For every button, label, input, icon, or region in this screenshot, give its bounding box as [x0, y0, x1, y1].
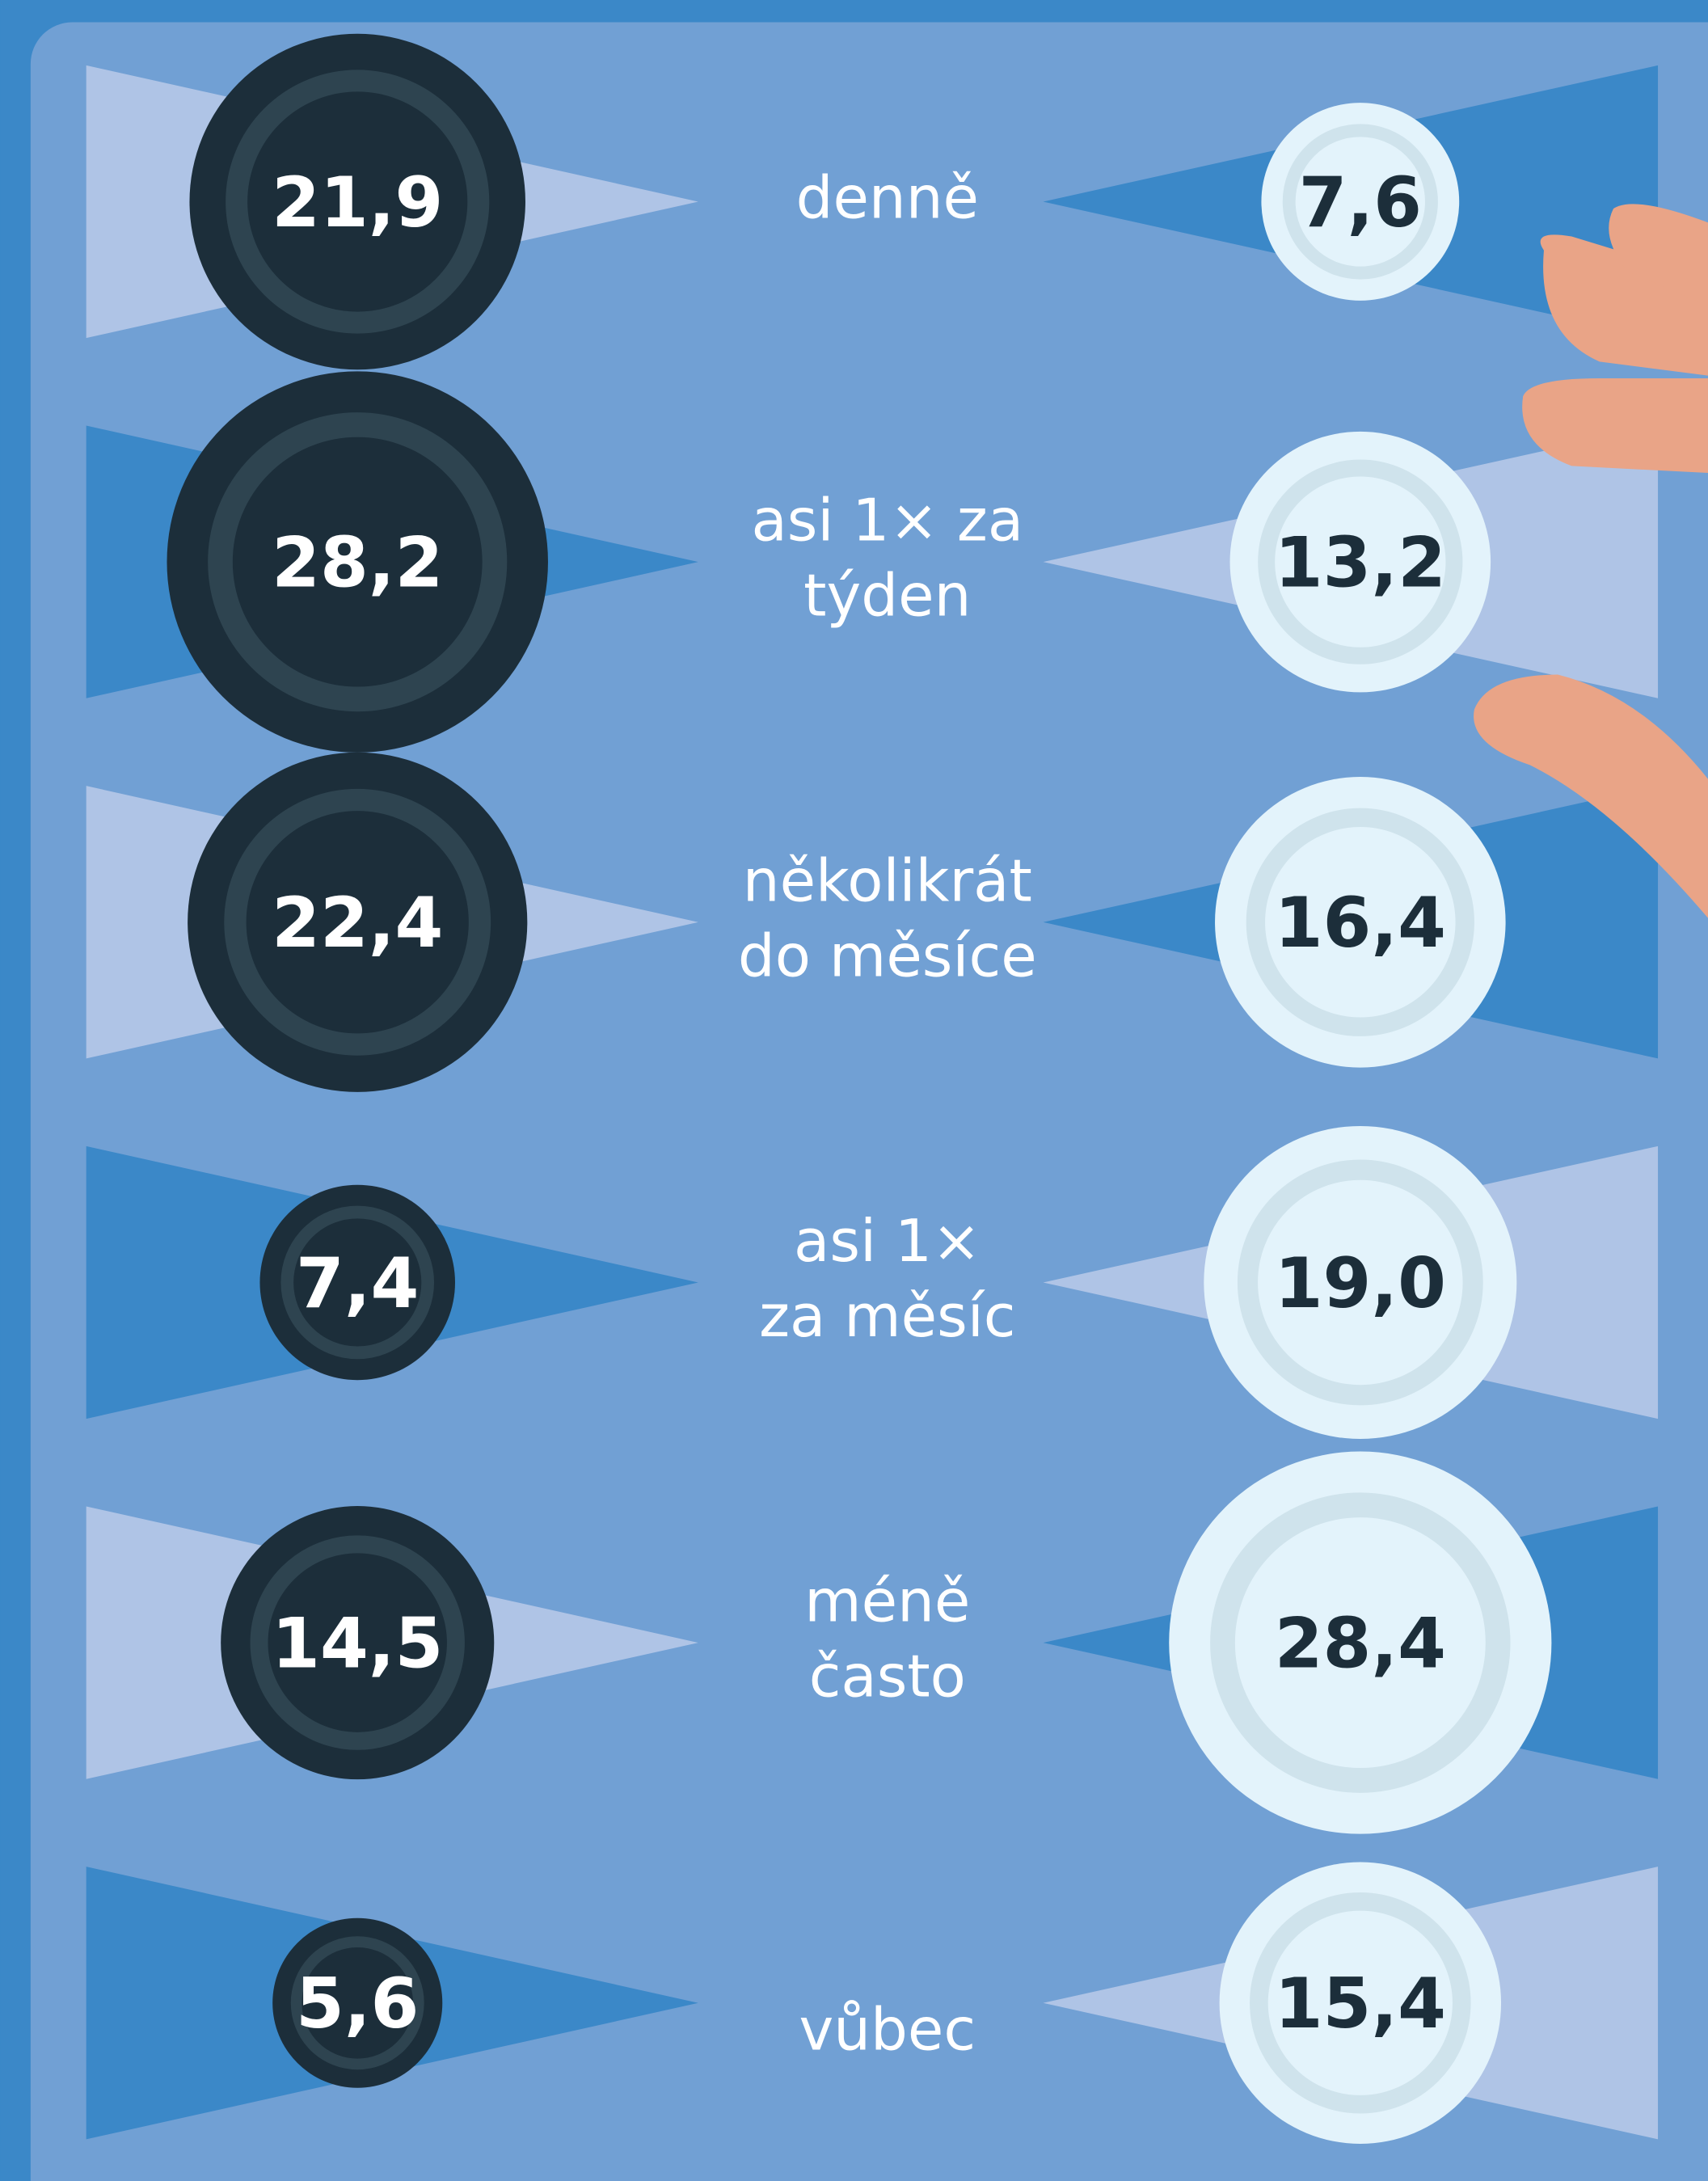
category-label: za měsíc	[759, 1283, 1015, 1351]
hand	[1474, 204, 1708, 918]
bubble-ring	[208, 412, 508, 712]
value-label: 22,4	[272, 883, 443, 964]
bubble-ring	[1250, 1892, 1471, 2114]
bubble-ring	[290, 1936, 424, 2070]
value-label: 19,0	[1275, 1243, 1446, 1324]
value-label: 28,4	[1275, 1603, 1446, 1684]
rows: denně asi 1× za týden několikrát do měsíce as…	[86, 33, 1659, 2144]
value-label: 21,9	[272, 162, 443, 243]
value-label: 13,2	[1275, 522, 1446, 603]
bubble-ring	[1210, 1492, 1511, 1793]
category-label: do měsíce	[738, 922, 1037, 990]
category-label: často	[809, 1643, 966, 1711]
bubble-ring	[224, 788, 491, 1056]
bubble-ring	[1246, 808, 1474, 1036]
bubble-ring	[1258, 459, 1463, 664]
category-label: několikrát	[743, 847, 1032, 915]
bubble-ring	[1282, 124, 1438, 280]
value-label: 7,6	[1299, 162, 1422, 243]
value-label: 15,4	[1275, 1964, 1446, 2044]
category-label: asi 1×	[794, 1208, 981, 1276]
bubble-ring	[280, 1205, 435, 1360]
value-label: 5,6	[296, 1964, 419, 2044]
category-label: asi 1× za	[751, 487, 1023, 555]
bubble-ring	[226, 70, 490, 334]
category-label: denně	[796, 165, 979, 233]
finger	[1522, 378, 1708, 474]
finger	[1609, 204, 1708, 306]
value-label: 28,2	[272, 522, 443, 603]
value-label: 16,4	[1275, 883, 1446, 964]
category-label: vůbec	[799, 1997, 976, 2065]
finger	[1474, 674, 1708, 918]
bubble-ring	[1237, 1159, 1483, 1406]
category-label: méně	[804, 1568, 970, 1636]
category-label: týden	[803, 563, 971, 631]
value-label: 7,4	[296, 1243, 419, 1324]
bubble-ring	[250, 1535, 465, 1750]
value-label: 14,5	[272, 1603, 443, 1684]
